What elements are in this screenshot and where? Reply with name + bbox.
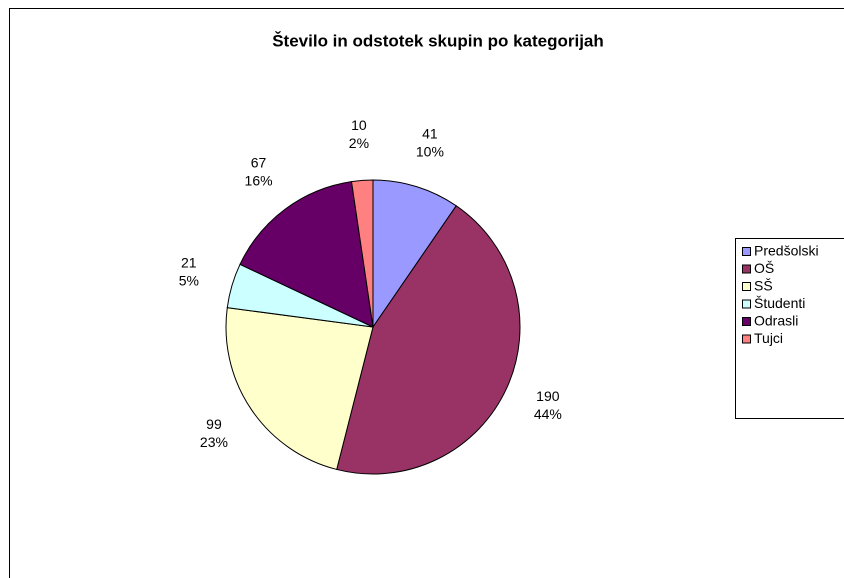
legend-label: Predšolski	[754, 243, 819, 259]
slice-percent-label: 5%	[179, 272, 199, 288]
slice-percent-label: 16%	[245, 173, 273, 189]
slice-percent-label: 23%	[200, 434, 228, 450]
pie-slice	[372, 179, 457, 329]
legend-swatch	[742, 317, 751, 326]
legend-label: Tujci	[754, 330, 783, 346]
legend-label: Študenti	[754, 295, 805, 311]
slice-percent-label: 2%	[349, 135, 369, 151]
chart-border	[9, 8, 844, 578]
legend-swatch	[742, 264, 751, 274]
legend-swatch	[742, 247, 751, 256]
slice-percent-label: 10%	[416, 143, 444, 159]
pie-slice	[225, 307, 374, 471]
slice-value-label: 41	[422, 125, 438, 141]
slice-value-label: 10	[351, 117, 367, 133]
legend-label: SŠ	[754, 278, 773, 294]
legend-swatch	[742, 282, 751, 291]
pie-slice	[350, 179, 374, 328]
legend-swatch	[742, 334, 751, 344]
slice-value-label: 190	[536, 388, 560, 404]
legend-label: OŠ	[754, 260, 774, 276]
legend-swatch	[742, 299, 751, 309]
slice-value-label: 67	[251, 155, 267, 171]
slice-percent-label: 44%	[534, 406, 562, 422]
legend-label: Odrasli	[754, 313, 798, 329]
chart-title: Število in odstotek skupin po kategorija…	[272, 31, 604, 50]
pie-slice	[239, 181, 374, 328]
slice-value-label: 21	[181, 254, 197, 270]
pie-slice	[336, 205, 521, 475]
legend-box	[735, 238, 844, 419]
slice-value-label: 99	[206, 416, 222, 432]
